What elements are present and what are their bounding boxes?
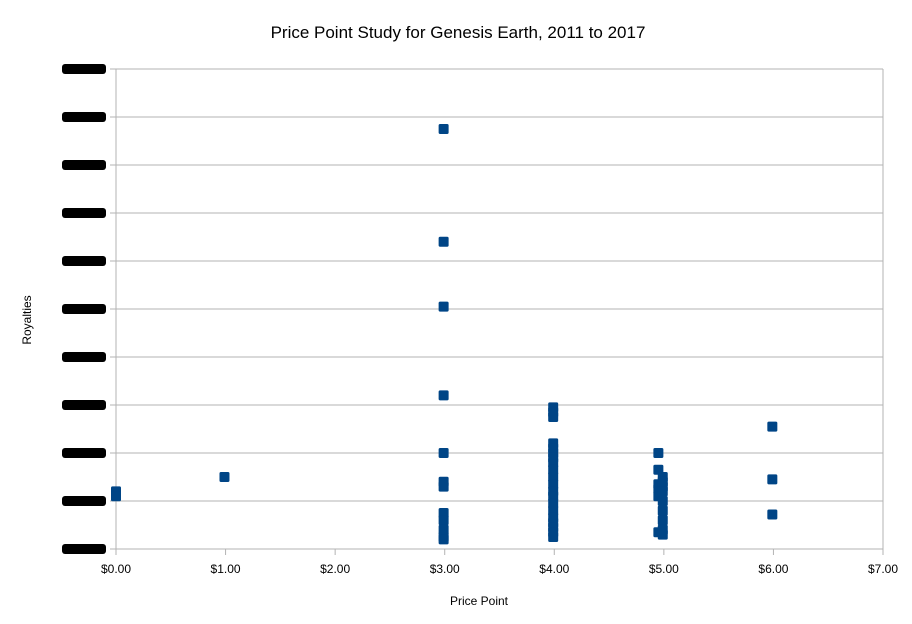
x-tick-labels: $0.00 $1.00 $2.00 $3.00 $4.00 $5.00 $6.00 $7.00 <box>101 562 898 576</box>
data-point <box>438 124 449 134</box>
x-tick-label: $2.00 <box>320 562 350 576</box>
x-axis-label: Price Point <box>450 594 509 608</box>
data-point <box>548 532 559 542</box>
data-point <box>767 474 778 485</box>
y-tick-label-redacted <box>62 112 106 122</box>
data-point <box>767 421 778 432</box>
y-tick-label-redacted <box>62 64 106 74</box>
chart-title: Price Point Study for Genesis Earth, 201… <box>271 23 646 42</box>
y-axis-label: Royalties <box>20 295 34 344</box>
x-tick-label: $5.00 <box>649 562 679 576</box>
x-tick-label: $7.00 <box>868 562 898 576</box>
data-point <box>657 486 668 497</box>
y-tick-label-redacted <box>62 496 106 506</box>
y-tick-label-redacted <box>62 352 106 362</box>
data-point <box>548 412 559 422</box>
data-point <box>438 481 449 492</box>
data-point <box>438 515 449 526</box>
x-tick-label: $3.00 <box>430 562 460 576</box>
x-tick-label: $0.00 <box>101 562 131 576</box>
data-point <box>657 529 668 540</box>
data-point <box>219 472 230 482</box>
y-tick-labels <box>62 64 106 554</box>
y-tick-label-redacted <box>62 544 106 554</box>
y-tick-label-redacted <box>62 256 106 266</box>
x-tick-label: $6.00 <box>758 562 788 576</box>
data-point <box>438 390 449 401</box>
x-tick-label: $1.00 <box>211 562 241 576</box>
data-point <box>767 509 778 520</box>
data-point <box>438 301 449 312</box>
x-tick-label: $4.00 <box>539 562 569 576</box>
data-point <box>657 515 668 526</box>
data-point <box>653 448 664 458</box>
y-tick-label-redacted <box>62 208 106 218</box>
data-point <box>438 236 449 247</box>
y-tick-label-redacted <box>62 400 106 410</box>
y-tick-label-redacted <box>62 304 106 314</box>
data-point <box>657 496 668 506</box>
data-point <box>438 448 449 458</box>
data-point <box>111 491 121 502</box>
data-points <box>111 124 778 545</box>
gridlines <box>110 68 884 555</box>
y-tick-label-redacted <box>62 448 106 458</box>
data-point <box>657 505 668 516</box>
y-tick-label-redacted <box>62 160 106 170</box>
data-point <box>438 534 449 545</box>
